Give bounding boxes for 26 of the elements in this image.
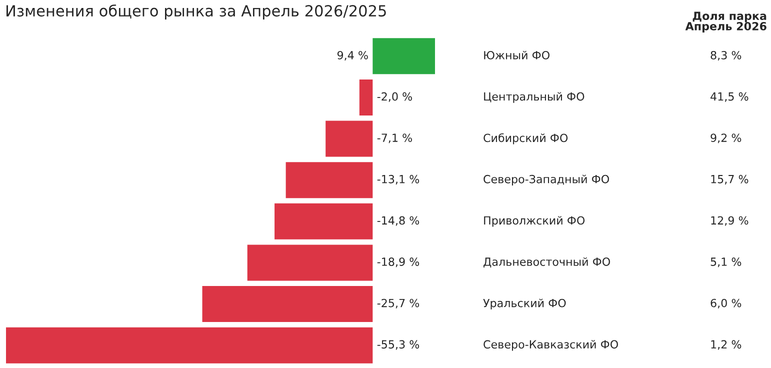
text: 12,9 % <box>711 216 748 226</box>
text: 8,3 % <box>710 50 742 61</box>
data-label: 9,4 % <box>337 50 368 61</box>
y-tick-label: Приволжский ФО <box>484 216 585 227</box>
y-tick-label: Уральский ФО <box>483 298 566 310</box>
data-label: -7,1 % <box>377 134 412 144</box>
text: 41,5 % <box>710 92 748 102</box>
text: Доля парка Апрель 2026 <box>685 12 766 33</box>
data-label: -55,3 % <box>377 340 420 350</box>
text: 1,2 % <box>711 340 742 350</box>
text: 6,0 % <box>710 298 742 308</box>
y-tick-label: Южный ФО <box>484 50 550 60</box>
y-tick-label: Сибирский ФО <box>484 133 568 144</box>
data-label: -2,0 % <box>377 92 412 102</box>
text: 15,7 % <box>711 174 748 184</box>
text: 9,2 % <box>710 134 742 144</box>
y-tick-label: Центральный ФО <box>484 92 584 103</box>
data-label: -25,7 % <box>377 298 420 308</box>
y-tick-label: Северо-Кавказский ФО <box>484 340 618 351</box>
chart-title: Изменения общего рынка за Апрель 2026/2025 <box>6 4 386 20</box>
text: 5,1 % <box>710 258 742 268</box>
y-tick-label: Северо-Западный ФО <box>484 174 610 186</box>
data-label: -18,9 % <box>377 258 420 268</box>
data-label: -13,1 % <box>377 174 420 184</box>
y-tick-label: Дальневосточный ФО <box>484 257 610 268</box>
data-label: -14,8 % <box>377 216 420 226</box>
